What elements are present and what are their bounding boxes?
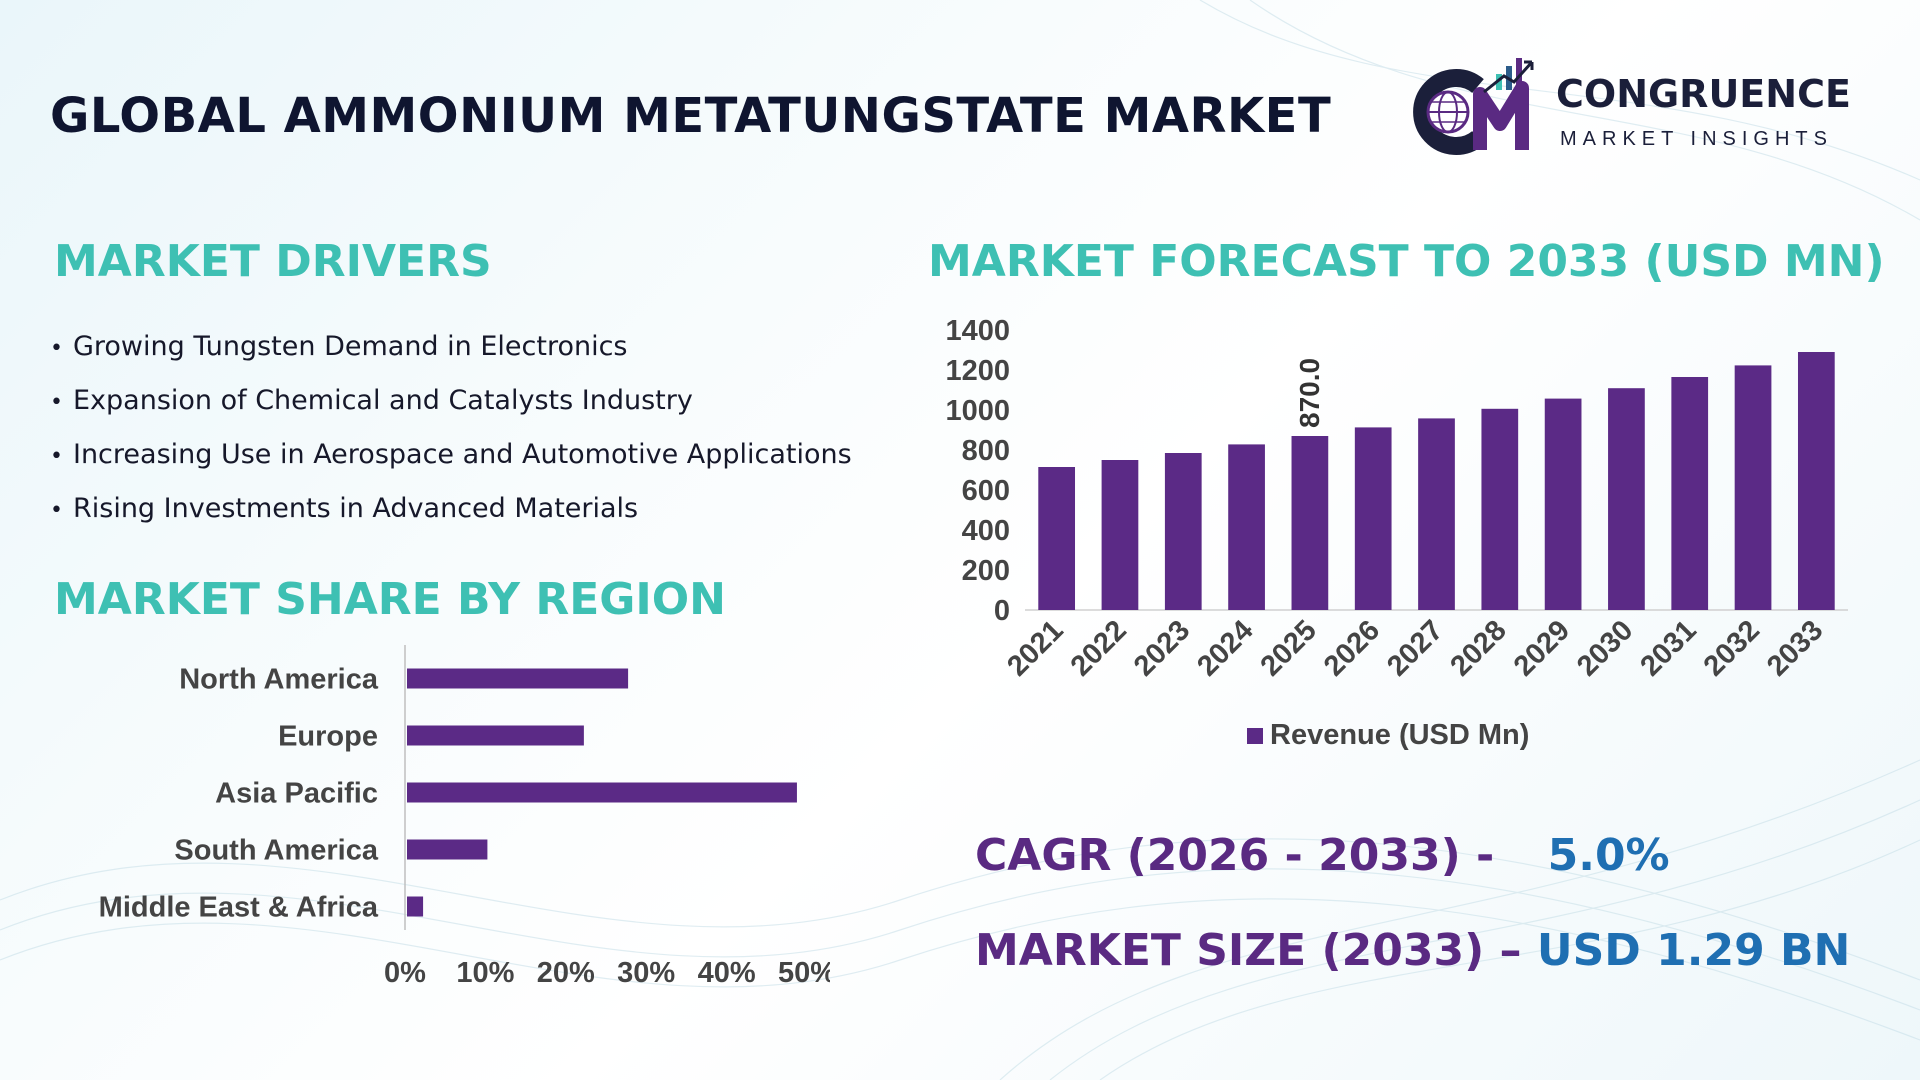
category-label: North America	[179, 664, 379, 696]
revenue-bar	[1418, 418, 1455, 610]
x-tick-label: 2032	[1698, 614, 1766, 682]
market-drivers-list: Growing Tungsten Demand in Electronics E…	[50, 325, 852, 541]
x-tick-label: 2023	[1128, 614, 1196, 682]
x-tick-label: 2025	[1255, 614, 1323, 682]
x-tick-label: 2030	[1571, 614, 1639, 682]
logo-tagline: MARKET INSIGHTS	[1560, 128, 1833, 150]
market-drivers-heading: MARKET DRIVERS	[54, 236, 492, 287]
x-tick-label: 20%	[537, 957, 595, 989]
cagr-label: CAGR (2026 - 2033) -	[975, 830, 1495, 881]
y-tick-label: 1000	[945, 395, 1010, 427]
legend-label: Revenue (USD Mn)	[1270, 719, 1529, 751]
x-tick-label: 2026	[1318, 614, 1386, 682]
driver-item: Growing Tungsten Demand in Electronics	[50, 325, 852, 379]
y-tick-label: 800	[962, 435, 1010, 467]
region-share-chart: North America Europe Asia Pacific South Ame…	[99, 645, 830, 989]
category-label: South America	[174, 835, 378, 867]
revenue-bar	[1101, 460, 1139, 610]
region-bar	[407, 725, 584, 746]
y-tick-label: 600	[962, 475, 1010, 507]
x-tick-label: 2031	[1634, 614, 1702, 682]
driver-item: Increasing Use in Aerospace and Automoti…	[50, 433, 852, 487]
logo-name: CONGRUENCE	[1556, 72, 1851, 116]
cagr-kpi: CAGR (2026 - 2033) - 5.0%	[975, 830, 1670, 881]
category-label: Asia Pacific	[215, 778, 378, 810]
category-label: Middle East & Africa	[99, 892, 379, 924]
x-tick-label: 40%	[698, 957, 756, 989]
x-tick-label: 2027	[1381, 614, 1449, 682]
driver-item: Rising Investments in Advanced Materials	[50, 487, 852, 541]
region-bar	[407, 839, 488, 860]
revenue-bar	[1544, 398, 1582, 610]
chart-legend: Revenue (USD Mn)	[1247, 719, 1529, 751]
revenue-bar	[1038, 467, 1076, 610]
region-bar	[407, 668, 629, 689]
region-bar	[407, 782, 797, 803]
driver-item: Expansion of Chemical and Catalysts Indu…	[50, 379, 852, 433]
market-share-heading: MARKET SHARE BY REGION	[54, 574, 726, 625]
x-tick-label: 2029	[1508, 614, 1576, 682]
revenue-forecast-chart: 0200400600800100012001400202120222023202…	[945, 315, 1848, 751]
revenue-bar	[1608, 388, 1645, 610]
x-tick-label: 10%	[456, 957, 514, 989]
y-tick-label: 1400	[945, 315, 1010, 347]
x-tick-label: 2021	[1001, 614, 1069, 682]
legend-swatch	[1247, 728, 1263, 744]
revenue-bar	[1354, 427, 1392, 610]
y-tick-label: 0	[994, 595, 1010, 627]
market-forecast-heading: MARKET FORECAST TO 2033 (USD MN)	[928, 236, 1885, 287]
x-tick-label: 30%	[617, 957, 675, 989]
revenue-bar	[1164, 453, 1202, 610]
data-label: 870.0	[1294, 358, 1325, 428]
x-tick-label: 2028	[1445, 614, 1513, 682]
x-tick-label: 2022	[1065, 614, 1133, 682]
cm-globe-growth-logo-icon	[1413, 58, 1534, 155]
x-tick-label: 50%	[778, 957, 830, 989]
revenue-bar	[1734, 365, 1772, 610]
category-label: Europe	[278, 721, 378, 753]
company-logo: CONGRUENCE MARKET INSIGHTS	[1400, 52, 1880, 162]
revenue-bar	[1671, 377, 1709, 610]
y-tick-label: 1200	[945, 355, 1010, 387]
revenue-bar	[1291, 436, 1329, 610]
x-tick-label: 2024	[1191, 614, 1259, 682]
region-bar	[407, 896, 424, 917]
market-size-label: MARKET SIZE (2033) –	[975, 925, 1522, 976]
market-size-value: USD 1.29 BN	[1536, 925, 1851, 976]
cagr-value: 5.0%	[1547, 830, 1670, 881]
y-tick-label: 200	[962, 555, 1010, 587]
revenue-bar	[1797, 352, 1835, 610]
revenue-bar	[1481, 408, 1519, 610]
x-tick-label: 0%	[384, 957, 426, 989]
x-tick-label: 2033	[1761, 614, 1829, 682]
revenue-bar	[1228, 444, 1265, 610]
y-tick-label: 400	[962, 515, 1010, 547]
page-title: GLOBAL AMMONIUM METATUNGSTATE MARKET	[50, 88, 1332, 144]
market-size-kpi: MARKET SIZE (2033) – USD 1.29 BN	[975, 925, 1850, 976]
